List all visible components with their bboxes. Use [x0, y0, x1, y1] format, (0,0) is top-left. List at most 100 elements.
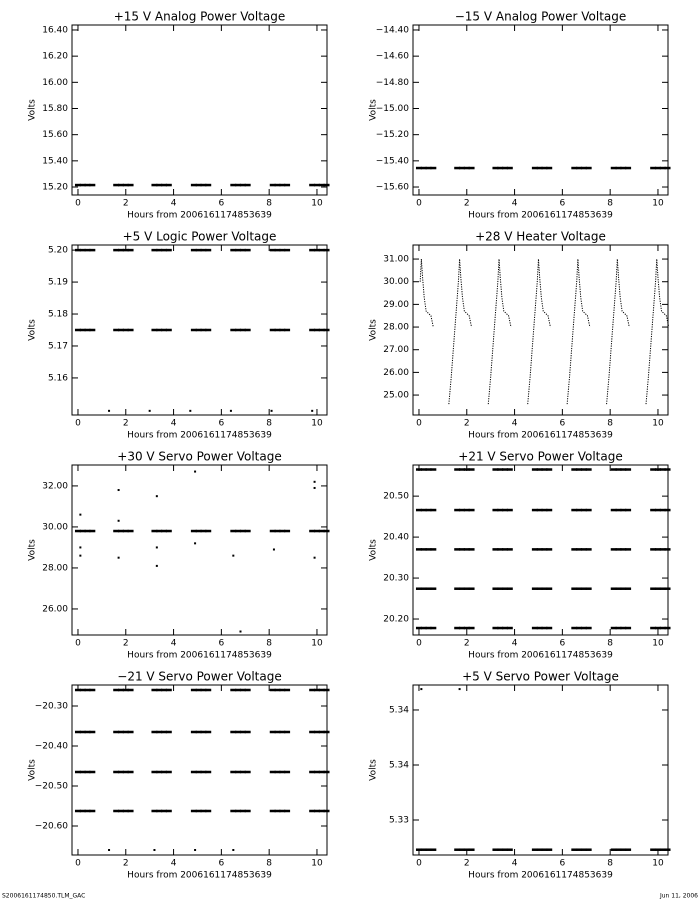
dash-point [309, 688, 316, 692]
dash-point [650, 548, 657, 551]
point [270, 409, 273, 412]
dash-point [615, 587, 622, 590]
y-tick-label: −15.60 [376, 183, 410, 193]
dash-point [415, 166, 422, 170]
y-tick-label: 5.18 [48, 310, 68, 320]
y-axis-label: Volts [369, 319, 379, 341]
dash-point [279, 529, 286, 533]
dash-point [650, 468, 657, 471]
dash-point [239, 730, 246, 734]
dash-point [502, 587, 509, 590]
y-axis-label: Volts [28, 759, 38, 781]
dash-point [454, 508, 461, 512]
x-tick-label: 2 [464, 419, 470, 429]
dash-point [161, 328, 168, 332]
dash-point [274, 809, 281, 813]
dash-point [492, 166, 499, 170]
x-tick-label: 0 [416, 199, 422, 209]
x-tick-label: 8 [607, 199, 613, 209]
dash-point [463, 626, 470, 630]
y-tick-label: 16.20 [42, 52, 68, 62]
dash-point [497, 848, 504, 851]
dash-point [625, 548, 632, 551]
dash-point [536, 166, 543, 170]
dash-point [620, 166, 627, 170]
dash-point [279, 730, 286, 734]
plot-frame [71, 684, 328, 856]
point [189, 409, 192, 412]
dash-point [318, 770, 325, 774]
dash-point [463, 587, 470, 590]
dash-point [274, 730, 281, 734]
y-tick-label: −20.40 [35, 742, 69, 752]
dash-point [576, 587, 583, 590]
x-tick-label: 6 [560, 419, 566, 429]
dash-point [239, 328, 246, 332]
dash-point [506, 548, 513, 551]
x-axis-label: Hours from 2006161174853639 [127, 431, 272, 441]
dash-point [151, 730, 158, 734]
dash-point [190, 809, 197, 813]
dash-point [536, 848, 543, 851]
dash-point [420, 548, 427, 551]
dash-point [117, 529, 124, 533]
dash-point [117, 328, 124, 332]
dash-point [318, 529, 325, 533]
y-tick-label: 30.00 [383, 277, 409, 287]
chart-title: −15 V Analog Power Voltage [455, 10, 627, 24]
point [232, 554, 235, 557]
dash-point [79, 770, 86, 774]
point [313, 486, 316, 489]
dash-point [415, 508, 422, 512]
dash-point [571, 468, 578, 471]
dash-point [244, 770, 251, 774]
dash-point [571, 508, 578, 512]
dash-point [664, 587, 671, 590]
dash-point [541, 468, 548, 471]
dash-point [425, 508, 432, 512]
dash-point [463, 548, 470, 551]
dash-point [654, 468, 661, 471]
x-axis-label: Hours from 2006161174853639 [468, 431, 613, 441]
dash-point [576, 468, 583, 471]
dash-point [425, 548, 432, 551]
dash-point [190, 328, 197, 332]
dash-point [122, 688, 129, 692]
y-tick-label: 5.20 [48, 246, 68, 256]
dash-point [200, 328, 207, 332]
point [155, 495, 158, 498]
dash-point [650, 587, 657, 590]
dash-point [269, 770, 276, 774]
x-tick-label: 10 [652, 859, 664, 869]
dash-point [279, 248, 286, 252]
x-tick-label: 0 [416, 639, 422, 649]
dash-point [615, 848, 622, 851]
dash-point [576, 548, 583, 551]
x-axis-label: Hours from 2006161174853639 [127, 871, 272, 881]
dash-point [654, 848, 661, 851]
dash-point [415, 587, 422, 590]
dash-point [205, 770, 212, 774]
dash-point [235, 809, 242, 813]
dash-point [151, 529, 158, 533]
dash-point [576, 508, 583, 512]
dash-point [127, 529, 134, 533]
dash-point [425, 468, 432, 471]
dash-point [313, 248, 320, 252]
x-tick-label: 0 [75, 639, 81, 649]
dash-point [458, 166, 465, 170]
dash-point [546, 468, 553, 471]
dash-point [625, 848, 632, 851]
dash-point [309, 328, 316, 332]
dash-point [506, 848, 513, 851]
dash-point [541, 626, 548, 630]
dash-point [274, 529, 281, 533]
dash-point [492, 548, 499, 551]
dash-point [84, 770, 91, 774]
dash-point [580, 548, 587, 551]
dash-point [463, 848, 470, 851]
dash-point [89, 688, 96, 692]
y-tick-label: 29.00 [383, 300, 409, 310]
dash-point [113, 328, 120, 332]
